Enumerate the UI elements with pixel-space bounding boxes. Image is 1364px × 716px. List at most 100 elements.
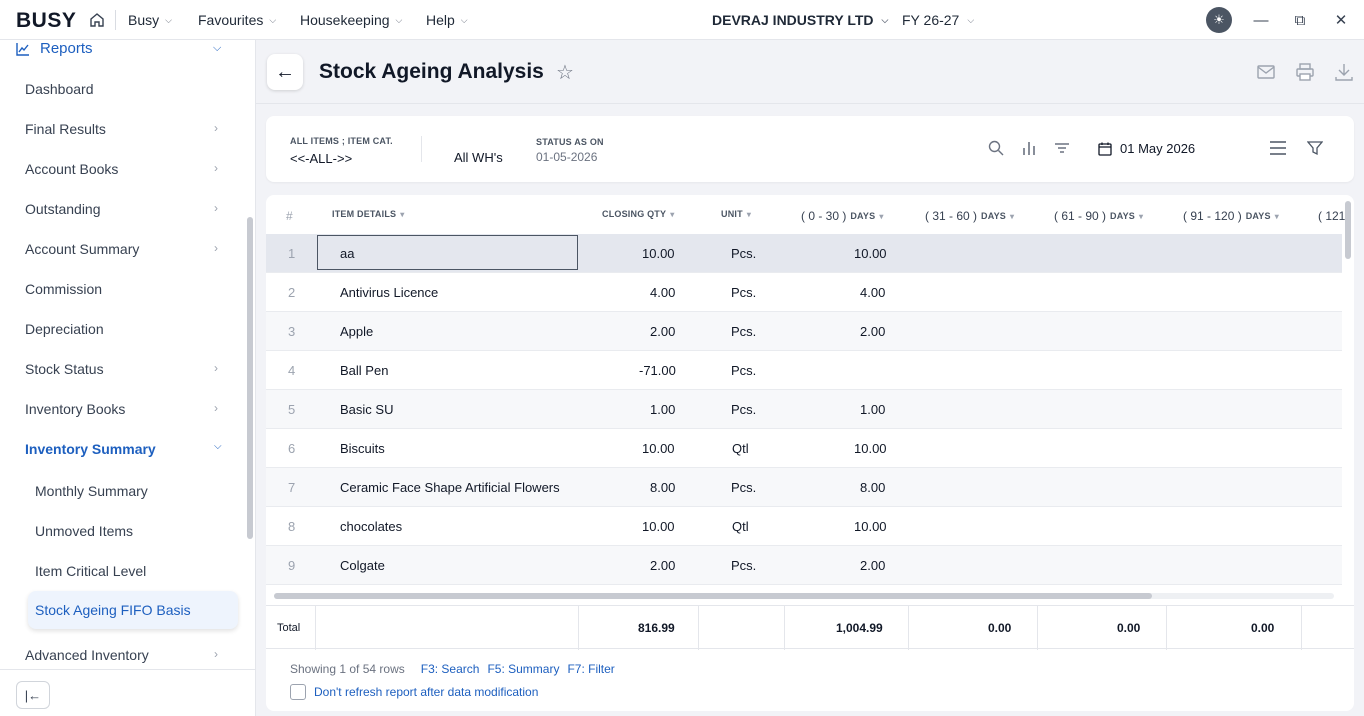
sidebar-item-final-results[interactable]: Final Results: [25, 121, 106, 137]
report-table: # ITEM DETAILS ▾ CLOSING QTY ▾ UNIT ▾ ( 0 -…: [266, 195, 1354, 711]
back-button[interactable]: ←: [267, 54, 303, 90]
bar-chart-icon[interactable]: [1019, 138, 1039, 158]
menu-help[interactable]: Help ⌵: [426, 12, 468, 28]
sidebar-item-account-summary[interactable]: Account Summary: [25, 241, 140, 257]
menu-housekeeping[interactable]: Housekeeping ⌵: [300, 12, 402, 28]
date-picker[interactable]: 01 May 2026: [1098, 141, 1195, 156]
table-row[interactable]: 6 Biscuits 10.00 Qtl 10.00: [266, 429, 1342, 468]
chevron-down-icon: ⌵: [213, 42, 222, 54]
table-row[interactable]: 7 Ceramic Face Shape Artificial Flowers …: [266, 468, 1342, 507]
download-icon[interactable]: [1334, 62, 1354, 82]
column-header-121-days[interactable]: ( 121: [1318, 209, 1345, 223]
print-icon[interactable]: [1295, 62, 1315, 82]
vertical-scrollbar[interactable]: [1345, 201, 1351, 259]
sort-icon: ▾: [670, 209, 675, 219]
items-filter-value[interactable]: <<-ALL->>: [290, 151, 353, 166]
menu-favourites[interactable]: Favourites ⌵: [198, 12, 276, 28]
selected-cell[interactable]: [317, 235, 578, 270]
header-label: #: [286, 209, 293, 223]
sidebar-section-label: Reports: [40, 40, 93, 57]
date-value: 01 May 2026: [1120, 141, 1196, 156]
sidebar-item-commission[interactable]: Commission: [25, 281, 103, 297]
refresh-checkbox[interactable]: [290, 684, 306, 700]
company-selector[interactable]: DEVRAJ INDUSTRY LTD ⌵: [712, 12, 888, 28]
bucket-0-30: 10.00: [854, 246, 887, 261]
column-header-31-60-days[interactable]: ( 31 - 60 ) DAYS ▾: [925, 209, 1014, 223]
shortcut-search[interactable]: F3: Search: [420, 662, 480, 676]
column-header-item-details[interactable]: ITEM DETAILS ▾: [332, 209, 404, 219]
chevron-right-icon: ›: [214, 201, 218, 215]
table-row[interactable]: 8 chocolates 10.00 Qtl 10.00: [266, 507, 1342, 546]
sidebar-item-advanced-inventory[interactable]: Advanced Inventory: [25, 647, 149, 663]
shortcut-filter[interactable]: F7: Filter: [567, 662, 615, 676]
table-row[interactable]: 4 Ball Pen -71.00 Pcs.: [266, 351, 1342, 390]
sort-icon: ▾: [1010, 211, 1015, 221]
table-row[interactable]: 2 Antivirus Licence 4.00 Pcs. 4.00: [266, 273, 1342, 312]
funnel-filter-icon[interactable]: [1305, 138, 1325, 158]
sort-filter-icon[interactable]: [1052, 138, 1072, 158]
header-label: ( 121: [1318, 209, 1346, 223]
favourite-star-icon[interactable]: ☆: [556, 62, 574, 84]
email-icon[interactable]: [1256, 62, 1276, 82]
sidebar-item-inventory-summary[interactable]: Inventory Summary: [25, 441, 156, 457]
sidebar-subitem-stock-ageing-fifo[interactable]: Stock Ageing FIFO Basis: [28, 591, 238, 629]
sort-icon: ▾: [1139, 211, 1144, 221]
restore-icon[interactable]: ⧉: [1294, 11, 1306, 29]
divider: [1037, 606, 1038, 650]
bucket-0-30: 4.00: [860, 285, 886, 300]
menu-busy[interactable]: Busy ⌵: [128, 12, 172, 28]
row-number: 8: [288, 519, 296, 534]
total-bucket-31-60: 0.00: [988, 621, 1012, 635]
sidebar-subitem-item-critical-level[interactable]: Item Critical Level: [35, 563, 147, 579]
chevron-down-icon: ⌵: [460, 14, 468, 25]
item-name: Apple: [340, 324, 374, 339]
sidebar-scrollbar[interactable]: [247, 217, 253, 539]
sidebar-footer: |←: [0, 669, 256, 716]
item-name: Ceramic Face Shape Artificial Flowers: [340, 480, 560, 495]
chevron-right-icon: ›: [214, 121, 218, 135]
chevron-down-icon: ⌵: [881, 14, 889, 25]
sidebar-item-account-books[interactable]: Account Books: [25, 161, 119, 177]
sidebar-item-outstanding[interactable]: Outstanding: [25, 201, 101, 217]
column-header-unit[interactable]: UNIT ▾: [721, 209, 751, 219]
warehouse-filter[interactable]: All WH's: [454, 150, 503, 165]
collapse-sidebar-icon[interactable]: |←: [16, 681, 50, 709]
row-count: Showing 1 of 54 rows: [290, 662, 405, 676]
column-header-61-90-days[interactable]: ( 61 - 90 ) DAYS ▾: [1054, 209, 1143, 223]
column-header-closing-qty[interactable]: CLOSING QTY ▾: [602, 209, 674, 219]
total-bucket-61-90: 0.00: [1117, 621, 1141, 635]
home-icon[interactable]: [89, 12, 105, 28]
fy-selector[interactable]: FY 26-27 ⌵: [902, 12, 974, 28]
column-header-0-30-days[interactable]: ( 0 - 30 ) DAYS ▾: [801, 209, 884, 223]
sidebar-item-inventory-books[interactable]: Inventory Books: [25, 401, 126, 417]
close-icon[interactable]: ✕: [1334, 12, 1348, 29]
sidebar-item-depreciation[interactable]: Depreciation: [25, 321, 104, 337]
column-header-91-120-days[interactable]: ( 91 - 120 ) DAYS ▾: [1183, 209, 1279, 223]
closing-qty: -71.00: [639, 363, 676, 378]
unit: Pcs.: [731, 285, 757, 300]
refresh-option[interactable]: Don't refresh report after data modifica…: [290, 684, 538, 700]
minimize-icon[interactable]: —: [1253, 11, 1269, 29]
sidebar-item-stock-status[interactable]: Stock Status: [25, 361, 104, 377]
sidebar-subitem-unmoved-items[interactable]: Unmoved Items: [35, 523, 134, 539]
sidebar-item-dashboard[interactable]: Dashboard: [25, 81, 94, 97]
unit: Pcs.: [731, 402, 757, 417]
divider: [784, 606, 785, 650]
shortcut-summary[interactable]: F5: Summary: [487, 662, 560, 676]
table-row[interactable]: 3 Apple 2.00 Pcs. 2.00: [266, 312, 1342, 351]
sidebar-section-reports[interactable]: Reports: [16, 40, 93, 57]
top-bar: BUSY Busy ⌵ Favourites ⌵ Housekeeping ⌵ Hel…: [0, 0, 1364, 40]
total-label: Total: [277, 622, 301, 634]
sidebar-subitem-monthly-summary[interactable]: Monthly Summary: [35, 483, 148, 499]
table-row[interactable]: 1 aa 10.00 Pcs. 10.00: [266, 234, 1342, 273]
horizontal-scrollbar[interactable]: [274, 593, 1152, 599]
table-row[interactable]: 9 Colgate 2.00 Pcs. 2.00: [266, 546, 1342, 585]
theme-toggle-sun-icon[interactable]: ☀: [1206, 7, 1232, 33]
menu-icon[interactable]: [1268, 138, 1288, 158]
bucket-0-30: 10.00: [854, 441, 887, 456]
row-number: 4: [288, 363, 296, 378]
menu-label: Help: [426, 12, 455, 28]
unit: Qtl: [732, 441, 749, 456]
search-icon[interactable]: [986, 138, 1006, 158]
table-row[interactable]: 5 Basic SU 1.00 Pcs. 1.00: [266, 390, 1342, 429]
